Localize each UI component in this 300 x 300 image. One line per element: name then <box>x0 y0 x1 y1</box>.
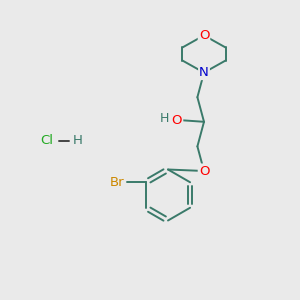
Text: Cl: Cl <box>40 134 53 148</box>
Text: O: O <box>199 164 209 178</box>
Text: O: O <box>172 114 182 127</box>
Text: H: H <box>73 134 83 148</box>
Text: H: H <box>160 112 169 125</box>
Text: Br: Br <box>110 176 125 189</box>
Text: O: O <box>199 29 209 42</box>
Text: N: N <box>199 66 209 79</box>
